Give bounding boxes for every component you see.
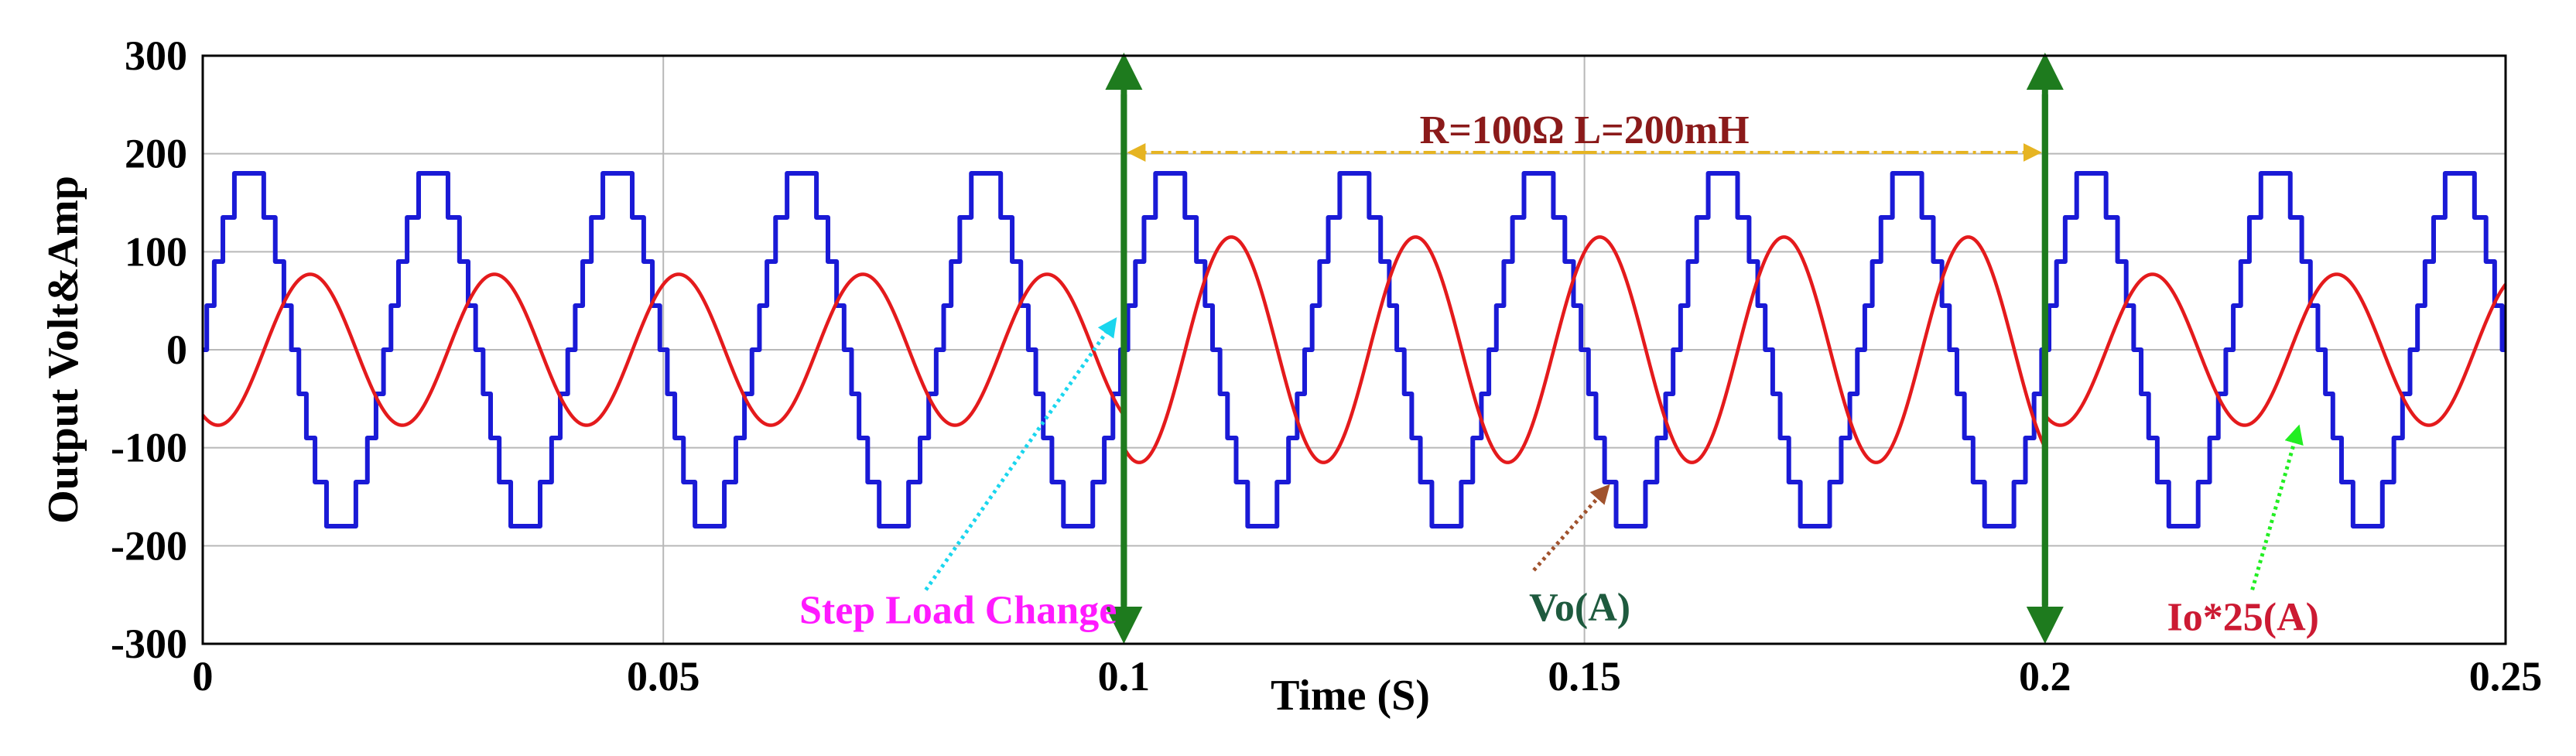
y-tick-label: 100 [125, 228, 187, 275]
grid [202, 55, 2506, 645]
series-line-vo-a [200, 171, 2508, 529]
callout-arrow-io-25-a [2250, 424, 2304, 591]
callout-arrow-vo-a [1532, 484, 1610, 572]
x-tick-label: 0.2 [2019, 653, 2071, 700]
y-tick-label: 200 [125, 131, 187, 177]
callout-label-vo-a: Vo(A) [1529, 586, 1630, 630]
x-tick-label: 0 [193, 653, 214, 700]
x-tick-label: 0.15 [1548, 653, 1621, 700]
y-tick-label: 300 [125, 32, 187, 79]
y-axis-label: Output Volt&Amp [39, 176, 87, 524]
y-tick-label: -300 [111, 621, 187, 667]
x-tick-label: 0.05 [627, 653, 700, 700]
x-tick-label: 0.25 [2469, 653, 2543, 700]
annotations: R=100Ω L=200mH Step Load Change Vo(A) Io*25… [799, 108, 2319, 640]
y-tick-label: -100 [111, 425, 187, 471]
plot-frame [201, 54, 2507, 645]
series-line-io-25-a [201, 235, 2507, 464]
y-tick-label: 0 [166, 327, 187, 373]
x-tick-label: 0.1 [1098, 653, 1151, 700]
callout-arrow-step-load-change [924, 316, 1117, 591]
event-markers [1105, 53, 2064, 644]
callout-label-io-25-a: Io*25(A) [2167, 596, 2319, 640]
x-axis-label: Time (S) [1271, 672, 1430, 720]
series-layer [200, 171, 2508, 529]
callout-label-step-load-change: Step Load Change [799, 589, 1117, 633]
tick-labels: 0 0.05 0.1 0.15 0.2 0.25 300 200 100 0 -100 -200 -30… [111, 32, 2542, 700]
span-annotation-label: R=100Ω L=200mH [1420, 108, 1750, 152]
y-tick-label: -200 [111, 522, 187, 569]
